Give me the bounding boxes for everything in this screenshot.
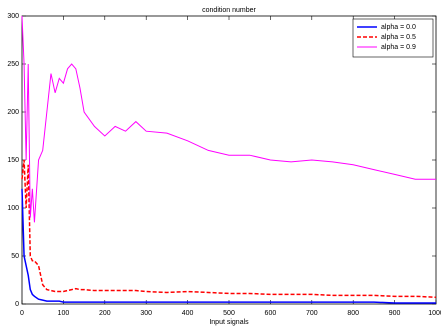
x-tick-label: 200 [99, 310, 111, 317]
y-tick-label: 250 [7, 61, 19, 68]
data-line [21, 15, 436, 223]
y-tick-label: 150 [7, 157, 19, 164]
y-tick-label: 50 [11, 253, 19, 260]
x-tick-label: 600 [265, 310, 277, 317]
y-tick-label: 100 [7, 205, 19, 212]
data-line [21, 188, 436, 304]
y-tick-label: 200 [7, 109, 19, 116]
legend-box [352, 18, 434, 58]
legend-label: alpha = 0.5 [381, 34, 416, 41]
legend-label: alpha = 0.0 [381, 24, 416, 31]
x-tick-label: 800 [347, 310, 359, 317]
data-line [21, 159, 437, 299]
x-tick-label: 900 [389, 310, 401, 317]
x-tick-label: 700 [306, 310, 318, 317]
y-tick-label: 300 [7, 13, 19, 20]
chart-title: condition number [202, 7, 256, 14]
x-axis-label: Input signals [209, 319, 249, 326]
y-tick-label: 0 [15, 301, 19, 308]
x-tick-label: 300 [140, 310, 152, 317]
x-tick-label: 0 [20, 310, 24, 317]
x-tick-label: 100 [58, 310, 70, 317]
legend-label: alpha = 0.9 [381, 44, 416, 51]
x-tick-label: 400 [182, 310, 194, 317]
x-tick-label: 500 [223, 310, 235, 317]
axes-frame [21, 15, 437, 305]
